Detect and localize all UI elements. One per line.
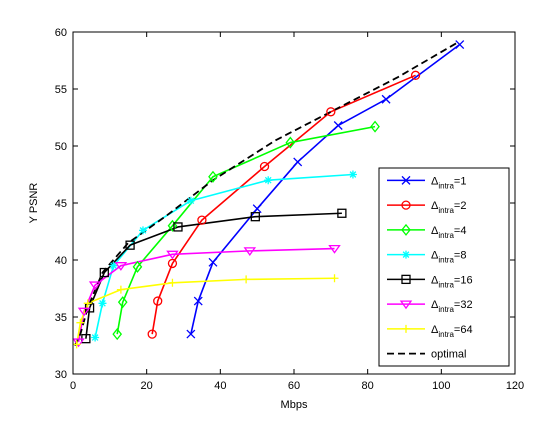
x-tick-label: 60	[288, 380, 300, 392]
series-2-point	[285, 136, 296, 149]
series-line-6	[75, 277, 335, 345]
series-6-point	[76, 318, 85, 327]
series-5-point	[114, 262, 128, 271]
x-tick-label: 120	[506, 380, 524, 392]
y-tick-label: 40	[55, 255, 67, 267]
legend-marker-0	[401, 175, 411, 185]
x-tick-label: 0	[70, 380, 76, 392]
series-4-point	[250, 212, 260, 222]
series-6-point	[116, 285, 125, 294]
series-3-point	[348, 170, 357, 179]
y-tick-label: 55	[55, 84, 67, 96]
series-1-point	[326, 107, 336, 117]
series-3-point	[186, 196, 195, 205]
y-tick-label: 30	[55, 369, 67, 381]
x-axis-label: Mbps	[281, 399, 308, 411]
x-tick-label: 100	[432, 380, 450, 392]
x-tick-label: 80	[362, 380, 374, 392]
legend-label-0: Δintra=1	[431, 175, 466, 190]
series-1-point	[197, 215, 207, 225]
series-0-point	[455, 40, 465, 49]
series-1-point	[259, 161, 270, 172]
series-2-point	[167, 219, 178, 232]
series-4-point	[173, 222, 183, 232]
series-1-point	[147, 329, 157, 339]
legend-label-7: optimal	[431, 349, 466, 361]
series-0-point	[186, 329, 196, 339]
x-tick-label: 40	[214, 380, 226, 392]
y-axis-label: Y PSNR	[28, 183, 40, 224]
legend-marker-3	[402, 250, 410, 259]
series-line-1	[151, 74, 416, 335]
legend-marker-4	[401, 274, 411, 285]
series-line-2	[116, 125, 376, 335]
x-tick-label: 20	[141, 380, 153, 392]
series-3-point	[98, 299, 107, 308]
series-line-4	[85, 212, 342, 339]
series-0-point	[333, 121, 343, 130]
series-3-point	[109, 261, 118, 270]
y-tick-label: 35	[55, 312, 67, 324]
series-5-point	[77, 307, 91, 317]
legend-label-6: Δintra=64	[431, 324, 473, 339]
series-6-point	[330, 274, 339, 283]
series-5-point	[166, 250, 179, 260]
series-2-point	[370, 120, 380, 133]
legend-label-5: Δintra=32	[431, 299, 473, 314]
series-2-point	[208, 170, 218, 183]
y-tick-label: 60	[55, 27, 67, 39]
series-2-point	[117, 296, 128, 309]
series-markers	[72, 40, 465, 349]
legend-label-4: Δintra=16	[431, 274, 473, 289]
series-0-point	[193, 296, 203, 306]
series-5-point	[72, 338, 85, 348]
series-0-point	[252, 204, 262, 214]
legend-marker-6	[402, 324, 410, 333]
series-4-point	[99, 267, 109, 278]
legend-label-2: Δintra=4	[431, 225, 466, 240]
series-2-point	[132, 260, 143, 273]
legend-box	[378, 167, 510, 367]
legend-label-3: Δintra=8	[431, 250, 466, 265]
legend-marker-2	[401, 223, 411, 236]
series-6-point	[72, 340, 81, 349]
series-5-point	[328, 244, 341, 254]
legend-marker-5	[399, 300, 413, 310]
series-1-point	[410, 70, 421, 80]
series-3-point	[264, 176, 273, 185]
series-0-point	[381, 94, 391, 104]
legend: Δintra=1 Δintra=2 Δintra=4 Δintra=8 Δintra=1…	[378, 167, 510, 367]
series-6-point	[168, 278, 177, 287]
series-0-point	[293, 157, 303, 167]
series-2-point	[112, 328, 123, 341]
series-5-point	[243, 247, 257, 256]
axis-ticks: 0 20 40 60 80 100 120 30 35 40 45 50 55 60	[55, 27, 524, 392]
series-1-point	[167, 258, 178, 269]
series-line-3	[94, 173, 353, 338]
series-4-point	[337, 208, 347, 218]
legend-marker-1	[401, 200, 411, 210]
y-tick-label: 45	[55, 198, 67, 210]
series-6-point	[242, 275, 251, 284]
y-tick-label: 50	[55, 141, 67, 153]
series-line-0	[190, 43, 461, 335]
series-1-point	[153, 296, 163, 306]
series-0-point	[208, 257, 218, 267]
series-3-point	[138, 226, 147, 235]
legend-label-1: Δintra=2	[431, 200, 466, 215]
series-3-point	[91, 333, 100, 342]
series-5-point	[88, 281, 102, 291]
series-4-point	[125, 240, 135, 250]
series-6-point	[83, 299, 92, 308]
